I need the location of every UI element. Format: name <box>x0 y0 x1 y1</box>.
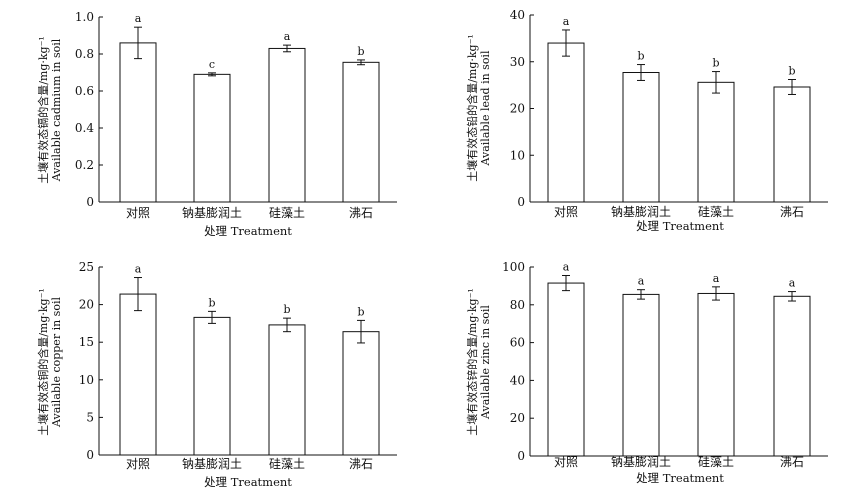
category-label: 对照 <box>554 455 578 469</box>
bar <box>193 316 231 456</box>
y-tick-label: 10 <box>510 148 525 162</box>
y-tick-label: 0 <box>86 448 94 462</box>
bar <box>773 295 811 457</box>
bar <box>119 42 157 203</box>
bar <box>547 42 585 203</box>
significance-label: a <box>135 263 142 276</box>
significance-label: c <box>209 58 215 71</box>
significance-label: b <box>283 303 290 316</box>
category-label: 沸石 <box>780 205 804 219</box>
category-label: 沸石 <box>349 457 373 471</box>
bar <box>622 293 660 457</box>
category-label: 硅藻土 <box>698 205 734 219</box>
y-axis-title-cn: 土壤有效态铜的含量/mg·kg⁻¹ <box>36 288 50 436</box>
category-label: 对照 <box>554 205 578 219</box>
y-axis-title-en: Available zinc in soil <box>479 305 492 420</box>
bar <box>342 331 380 456</box>
category-label: 硅藻土 <box>698 455 734 469</box>
significance-label: a <box>789 277 796 290</box>
significance-label: a <box>563 261 570 274</box>
significance-label: b <box>788 65 795 78</box>
significance-label: a <box>713 272 720 285</box>
y-tick-label: 0 <box>517 195 525 209</box>
y-tick-label: 0.6 <box>75 84 94 98</box>
category-label: 硅藻土 <box>269 206 305 220</box>
y-tick-label: 1.0 <box>75 10 94 24</box>
y-tick-label: 20 <box>79 298 94 312</box>
bar <box>268 324 306 456</box>
y-tick-label: 0.4 <box>75 121 94 135</box>
cadmium-chart: 土壤有效态镉的含量/mg·kg⁻¹ Available cadmium in s… <box>36 10 397 238</box>
y-axis-title-cn: 土壤有效态锌的含量/mg·kg⁻¹ <box>465 288 479 436</box>
y-tick-label: 80 <box>510 298 525 312</box>
bar <box>119 293 157 456</box>
x-axis-title: 处理 Treatment <box>636 219 724 233</box>
y-tick-label: 100 <box>502 260 525 274</box>
y-tick-label: 40 <box>510 373 525 387</box>
significance-label: b <box>208 296 215 309</box>
category-label: 沸石 <box>349 206 373 220</box>
category-label: 对照 <box>126 206 150 220</box>
x-axis-title: 处理 Treatment <box>204 224 292 238</box>
y-tick-label: 25 <box>79 260 94 274</box>
y-tick-label: 60 <box>510 336 525 350</box>
category-label: 硅藻土 <box>269 457 305 471</box>
y-tick-label: 0 <box>86 195 94 209</box>
bar <box>697 81 735 203</box>
y-tick-label: 10 <box>79 373 94 387</box>
category-label: 钠基膨润土 <box>611 454 671 469</box>
x-axis-title: 处理 Treatment <box>636 471 724 485</box>
significance-label: b <box>357 45 364 58</box>
y-tick-label: 0.8 <box>75 47 94 61</box>
y-tick-label: 15 <box>79 335 94 349</box>
y-tick-label: 5 <box>86 410 94 424</box>
x-axis-title: 处理 Treatment <box>204 475 292 489</box>
y-tick-label: 30 <box>510 55 525 69</box>
y-axis-title-en: Available cadmium in soil <box>50 38 63 182</box>
y-tick-label: 40 <box>510 8 525 22</box>
y-axis-title-en: Available lead in soil <box>479 50 492 166</box>
bar <box>342 61 380 203</box>
category-label: 沸石 <box>780 455 804 469</box>
copper-chart: 土壤有效态铜的含量/mg·kg⁻¹ Available copper in so… <box>36 260 397 489</box>
bar <box>268 47 306 203</box>
y-axis-title-cn: 土壤有效态铅的含量/mg·kg⁻¹ <box>465 34 479 182</box>
bar <box>622 72 660 203</box>
significance-label: b <box>712 57 719 70</box>
bar <box>697 292 735 457</box>
significance-label: a <box>284 30 291 43</box>
zinc-chart: 土壤有效态锌的含量/mg·kg⁻¹ Available zinc in soil… <box>465 260 828 485</box>
y-axis-title-en: Available copper in soil <box>50 297 63 428</box>
category-label: 钠基膨润土 <box>611 204 671 219</box>
bar <box>193 73 231 203</box>
category-label: 钠基膨润土 <box>182 456 242 471</box>
significance-label: a <box>135 12 142 25</box>
y-tick-label: 20 <box>510 102 525 116</box>
significance-label: b <box>357 305 364 318</box>
bar <box>547 282 585 457</box>
y-tick-label: 0.2 <box>75 158 94 172</box>
y-tick-label: 0 <box>517 449 525 463</box>
y-tick-label: 20 <box>510 411 525 425</box>
significance-label: a <box>638 275 645 288</box>
lead-chart: 土壤有效态铅的含量/mg·kg⁻¹ Available lead in soil… <box>465 8 828 233</box>
y-axis-title-cn: 土壤有效态镉的含量/mg·kg⁻¹ <box>36 36 50 184</box>
category-label: 对照 <box>126 457 150 471</box>
significance-label: a <box>563 15 570 28</box>
bar <box>773 86 811 203</box>
category-label: 钠基膨润土 <box>182 205 242 220</box>
significance-label: b <box>637 50 644 63</box>
